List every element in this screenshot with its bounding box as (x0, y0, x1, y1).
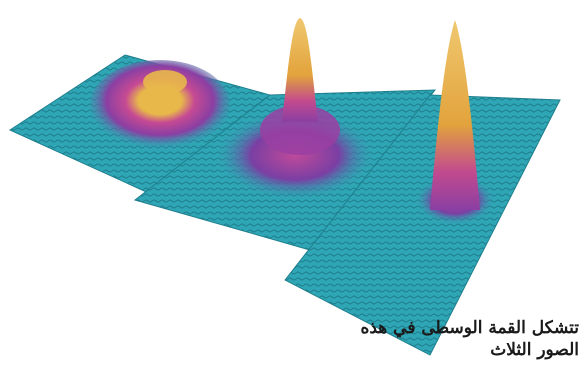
panel-right (284, 20, 561, 356)
panel-middle (133, 18, 437, 251)
figure-caption: تتشكل القمة الوسطى في هذه الصور الثلاث (360, 318, 579, 360)
